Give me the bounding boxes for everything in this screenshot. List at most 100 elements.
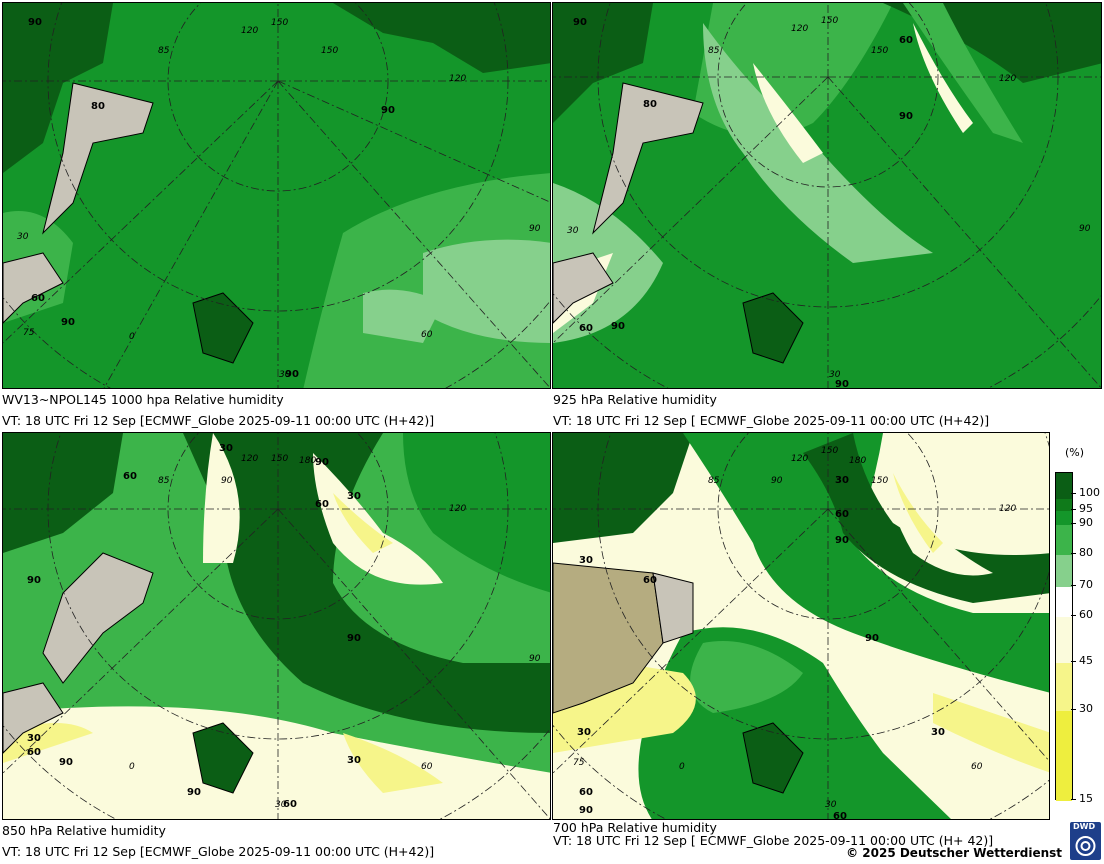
longitude-label: 120 — [999, 504, 1017, 514]
panel-3-valid-time: VT: 18 UTC Fri 12 Sep [ECMWF_Globe 2025-… — [2, 844, 435, 859]
longitude-label: 120 — [999, 74, 1017, 84]
humidity-field — [553, 433, 1049, 819]
longitude-label: 120 — [791, 454, 809, 464]
panel-2-title: 925 hPa Relative humidity — [553, 392, 717, 407]
longitude-label: 120 — [241, 26, 259, 36]
longitude-label: 60 — [971, 762, 983, 772]
longitude-label: 120 — [241, 454, 259, 464]
contour-label: 60 — [283, 799, 297, 810]
legend-swatch-90 — [1056, 511, 1072, 525]
legend-swatch-80 — [1056, 525, 1072, 555]
legend-swatch-70 — [1056, 555, 1072, 587]
contour-label: 90 — [315, 457, 329, 468]
longitude-label: 85 — [708, 46, 720, 56]
longitude-label: 75 — [23, 328, 35, 338]
contour-label: 90 — [899, 111, 913, 122]
contour-label: 30 — [219, 443, 233, 454]
longitude-label: 30 — [17, 232, 29, 242]
longitude-label: 90 — [221, 476, 233, 486]
contour-label: 30 — [347, 755, 361, 766]
longitude-label: 30 — [825, 800, 837, 810]
map-panel-1000hpa: 90 80 90 60 90 90 150 120 85 150 120 90 … — [2, 2, 551, 389]
humidity-field — [553, 3, 1101, 388]
contour-label: 90 — [28, 17, 42, 28]
longitude-label: 90 — [529, 224, 541, 234]
panel-1-title: WV13~NPOL145 1000 hpa Relative humidity — [2, 392, 284, 407]
panel-1-valid-time: VT: 18 UTC Fri 12 Sep [ECMWF_Globe 2025-… — [2, 413, 435, 428]
contour-label: 90 — [579, 805, 593, 816]
contour-label: 90 — [61, 317, 75, 328]
longitude-label: 150 — [821, 446, 839, 456]
contour-label: 90 — [835, 379, 849, 389]
contour-label: 30 — [27, 733, 41, 744]
contour-label: 90 — [27, 575, 41, 586]
contour-label: 60 — [899, 35, 913, 46]
contour-label: 90 — [573, 17, 587, 28]
longitude-label: 180 — [299, 456, 317, 466]
longitude-label: 60 — [421, 762, 433, 772]
contour-label: 80 — [643, 99, 657, 110]
copyright-text: © 2025 Deutscher Wetterdienst — [846, 846, 1062, 860]
longitude-label: 60 — [421, 330, 433, 340]
longitude-label: 150 — [271, 18, 289, 28]
contour-label: 90 — [347, 633, 361, 644]
contour-label: 60 — [643, 575, 657, 586]
longitude-label: 30 — [275, 800, 287, 810]
map-panel-925hpa: 90 80 60 90 60 90 90 150 120 85 150 120 … — [552, 2, 1102, 389]
longitude-label: 150 — [271, 454, 289, 464]
legend-swatch-95 — [1056, 499, 1072, 511]
contour-label: 60 — [31, 293, 45, 304]
humidity-field — [3, 3, 550, 388]
contour-label: 60 — [27, 747, 41, 758]
longitude-label: 85 — [158, 476, 170, 486]
color-legend: (%) 100 95 90 80 70 60 45 30 15 — [1053, 446, 1101, 806]
legend-swatch-100 — [1056, 473, 1072, 499]
contour-label: 80 — [91, 101, 105, 112]
panel-3-title: 850 hPa Relative humidity — [2, 823, 166, 838]
longitude-label: 90 — [529, 654, 541, 664]
legend-swatch-45 — [1056, 617, 1072, 663]
contour-label: 60 — [579, 323, 593, 334]
longitude-label: 30 — [279, 370, 291, 380]
contour-label: 90 — [865, 633, 879, 644]
longitude-label: 150 — [871, 476, 889, 486]
longitude-label: 150 — [821, 16, 839, 26]
map-panel-850hpa: 30 90 60 60 30 90 90 30 60 90 90 30 60 1… — [2, 432, 551, 820]
contour-label: 90 — [381, 105, 395, 116]
map-panel-700hpa: 30 60 90 30 60 90 30 30 60 90 60 150 180… — [552, 432, 1050, 820]
dwd-logo — [1070, 822, 1101, 860]
contour-label: 90 — [187, 787, 201, 798]
legend-swatch-15 — [1056, 711, 1072, 801]
legend-swatch-60 — [1056, 587, 1072, 617]
legend-color-bar — [1055, 472, 1073, 801]
contour-label: 90 — [611, 321, 625, 332]
longitude-label: 0 — [679, 762, 685, 772]
panel-4-valid-time: VT: 18 UTC Fri 12 Sep [ ECMWF_Globe 2025… — [553, 833, 994, 848]
contour-label: 90 — [59, 757, 73, 768]
longitude-label: 150 — [321, 46, 339, 56]
longitude-label: 0 — [129, 332, 135, 342]
contour-label: 90 — [285, 369, 299, 380]
longitude-label: 120 — [791, 24, 809, 34]
contour-label: 30 — [835, 475, 849, 486]
contour-label: 60 — [315, 499, 329, 510]
contour-label: 60 — [833, 811, 847, 820]
contour-label: 90 — [835, 535, 849, 546]
contour-label: 30 — [347, 491, 361, 502]
dwd-logo-text: DWD — [1073, 822, 1096, 831]
contour-label: 60 — [579, 787, 593, 798]
longitude-label: 75 — [573, 758, 585, 768]
longitude-label: 30 — [567, 226, 579, 236]
spiral-icon — [1075, 836, 1096, 856]
longitude-label: 150 — [871, 46, 889, 56]
legend-unit: (%) — [1065, 446, 1085, 459]
contour-label: 30 — [931, 727, 945, 738]
legend-swatch-30 — [1056, 663, 1072, 711]
longitude-label: 0 — [129, 762, 135, 772]
contour-label: 60 — [835, 509, 849, 520]
longitude-label: 90 — [1079, 224, 1091, 234]
contour-label: 30 — [577, 727, 591, 738]
longitude-label: 85 — [708, 476, 720, 486]
contour-label: 60 — [123, 471, 137, 482]
longitude-label: 30 — [829, 370, 841, 380]
